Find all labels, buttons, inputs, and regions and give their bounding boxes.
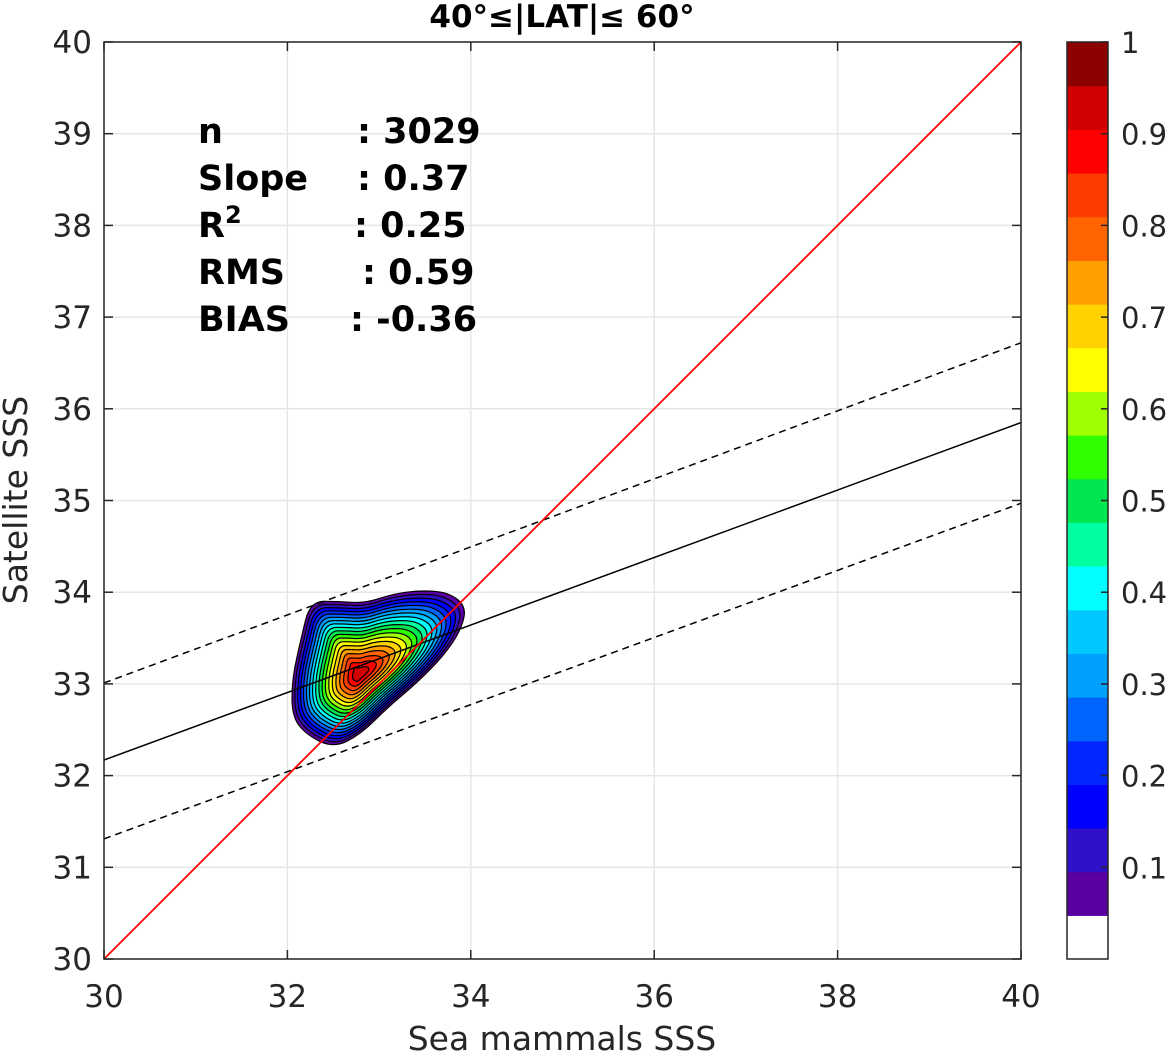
- colorbar-segment: [1067, 915, 1108, 960]
- y-tick-label: 38: [53, 208, 92, 244]
- stat-label: n: [198, 112, 223, 152]
- axis-ticks: 30 32 34 36 38 40 30 31 32 33 34 35 36 37 38 39 40: [53, 25, 1041, 1015]
- y-tick-label: 32: [53, 759, 92, 795]
- confidence-bound-line: [104, 502, 1021, 840]
- colorbar-segment: [1067, 129, 1108, 174]
- colorbar-segment: [1067, 697, 1108, 742]
- colorbar-tick-label: 0.4: [1121, 576, 1167, 610]
- confidence-bound-line: [104, 342, 1021, 684]
- regression-line: [104, 421, 1021, 761]
- colorbar-segment: [1067, 522, 1108, 567]
- colorbar-segment: [1067, 85, 1108, 130]
- colorbar-segment: [1067, 347, 1108, 392]
- stat-value: : 0.25: [354, 206, 467, 246]
- x-tick-label: 32: [268, 979, 307, 1015]
- stat-value: : 0.59: [362, 253, 475, 293]
- colorbar-segment: [1067, 566, 1108, 611]
- colorbar-tick-label: 0.1: [1121, 851, 1167, 885]
- reference-lines: [104, 42, 1021, 959]
- x-tick-label: 36: [634, 979, 673, 1015]
- colorbar-tick-label: 0.9: [1121, 118, 1167, 152]
- stat-value: : 3029: [357, 112, 481, 152]
- colorbar-segment: [1067, 609, 1108, 654]
- y-tick-label: 36: [53, 392, 92, 428]
- stat-value: : -0.36: [350, 300, 477, 340]
- density-contours: [291, 590, 465, 746]
- colorbar-segment: [1067, 653, 1108, 698]
- y-tick-label: 39: [53, 117, 92, 153]
- colorbar-tick-label: 0.3: [1121, 668, 1167, 702]
- colorbar: 0.1 0.2 0.3 0.4 0.5 0.6 0.7 0.8 0.9 1: [1066, 26, 1167, 960]
- x-axis-title: Sea mammals SSS: [408, 1019, 717, 1055]
- one-to-one-line: [104, 42, 1021, 959]
- colorbar-segment: [1067, 391, 1108, 436]
- colorbar-segment: [1067, 828, 1108, 873]
- colorbar-segment: [1067, 304, 1108, 349]
- colorbar-segment: [1067, 216, 1108, 261]
- stat-label: Slope: [198, 159, 308, 199]
- y-tick-label: 40: [53, 25, 92, 61]
- stat-label: R2: [198, 201, 242, 246]
- stat-label: RMS: [198, 253, 285, 293]
- colorbar-tick-label: 1: [1121, 26, 1139, 60]
- y-tick-label: 31: [53, 850, 92, 886]
- x-tick-label: 38: [818, 979, 857, 1015]
- colorbar-segment: [1067, 740, 1108, 785]
- colorbar-tick-label: 0.7: [1121, 301, 1167, 335]
- stat-label: BIAS: [198, 300, 290, 340]
- x-tick-label: 40: [1001, 979, 1040, 1015]
- stat-value: : 0.37: [357, 159, 470, 199]
- colorbar-segment: [1067, 173, 1108, 218]
- x-tick-label: 34: [451, 979, 490, 1015]
- colorbar-tick-label: 0.5: [1121, 485, 1167, 519]
- y-axis-title: Satellite SSS: [0, 396, 35, 605]
- colorbar-segment: [1067, 784, 1108, 829]
- y-tick-label: 35: [53, 484, 92, 520]
- y-tick-label: 33: [53, 667, 92, 703]
- colorbar-tick-label: 0.6: [1121, 393, 1167, 427]
- colorbar-segment: [1067, 260, 1108, 305]
- y-tick-label: 30: [53, 942, 92, 978]
- colorbar-segment: [1067, 871, 1108, 916]
- colorbar-tick-label: 0.8: [1121, 209, 1167, 243]
- colorbar-segment: [1067, 42, 1108, 87]
- stats-box: n : 3029 Slope : 0.37 R2 : 0.25 RMS : 0.59 BIAS:…: [198, 112, 481, 340]
- x-tick-label: 30: [84, 979, 123, 1015]
- colorbar-tick-label: 0.2: [1121, 760, 1167, 794]
- chart-title: 40°≤|LAT|≤ 60°: [429, 0, 694, 35]
- y-tick-label: 37: [53, 300, 92, 336]
- y-tick-label: 34: [53, 575, 92, 611]
- density-contour-level: [351, 666, 370, 682]
- colorbar-segment: [1067, 435, 1108, 480]
